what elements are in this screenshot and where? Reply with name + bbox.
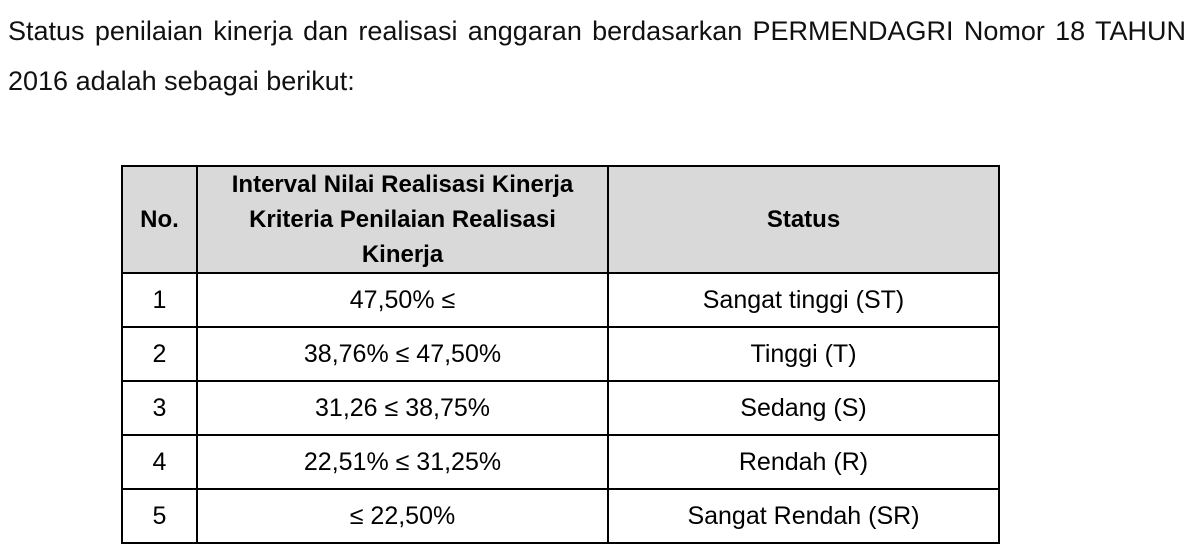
intro-paragraph: Status penilaian kinerja dan realisasi a… [8, 6, 1186, 106]
status-table-body: 1 47,50% ≤ Sangat tinggi (ST) 2 38,76% ≤ 47,… [121, 272, 1000, 544]
cell-no: 1 [121, 272, 198, 328]
cell-no: 2 [121, 326, 198, 382]
cell-no: 5 [121, 488, 198, 544]
cell-no: 4 [121, 434, 198, 490]
cell-status: Tinggi (T) [607, 326, 1000, 382]
cell-interval: 38,76% ≤ 47,50% [196, 326, 609, 382]
cell-interval: 47,50% ≤ [196, 272, 609, 328]
status-table-header: No. Interval Nilai Realisasi Kinerja Kri… [121, 165, 1000, 274]
header-row: No. Interval Nilai Realisasi Kinerja Kri… [121, 165, 1000, 274]
header-cell-no: No. [121, 165, 198, 274]
intro-line-1: Status penilaian kinerja dan realisasi a… [8, 16, 1186, 46]
table-row: 2 38,76% ≤ 47,50% Tinggi (T) [121, 326, 1000, 382]
table-row: 3 31,26 ≤ 38,75% Sedang (S) [121, 380, 1000, 436]
cell-status: Sedang (S) [607, 380, 1000, 436]
cell-interval: 22,51% ≤ 31,25% [196, 434, 609, 490]
cell-no: 3 [121, 380, 198, 436]
table-row: 5 ≤ 22,50% Sangat Rendah (SR) [121, 488, 1000, 544]
table-row: 4 22,51% ≤ 31,25% Rendah (R) [121, 434, 1000, 490]
cell-status: Rendah (R) [607, 434, 1000, 490]
header-cell-interval: Interval Nilai Realisasi Kinerja Kriteri… [196, 165, 609, 274]
cell-status: Sangat tinggi (ST) [607, 272, 1000, 328]
header-cell-status: Status [607, 165, 1000, 274]
status-table: No. Interval Nilai Realisasi Kinerja Kri… [121, 165, 1000, 544]
cell-interval: ≤ 22,50% [196, 488, 609, 544]
intro-line-2: 2016 adalah sebagai berikut: [8, 66, 355, 96]
cell-status: Sangat Rendah (SR) [607, 488, 1000, 544]
table-row: 1 47,50% ≤ Sangat tinggi (ST) [121, 272, 1000, 328]
cell-interval: 31,26 ≤ 38,75% [196, 380, 609, 436]
